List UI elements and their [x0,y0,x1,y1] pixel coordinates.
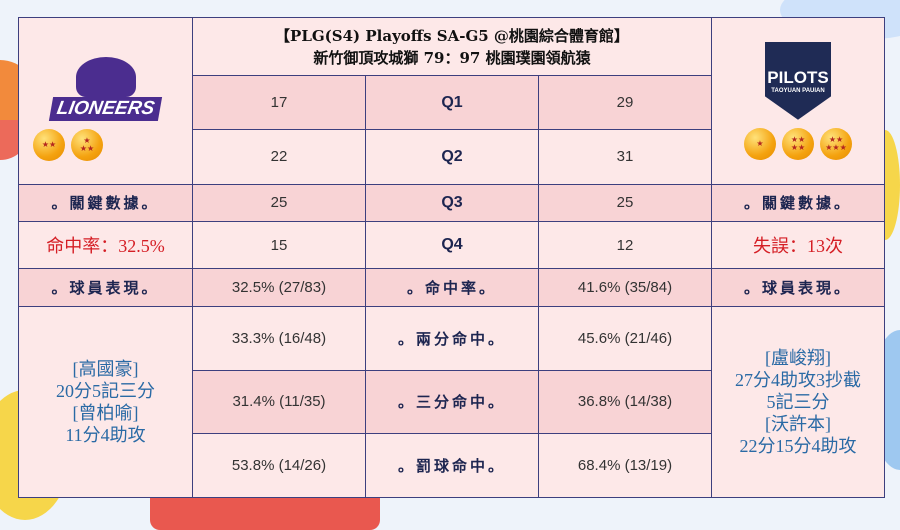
home-players: [高國豪] 20分5記三分 [曾柏喻] 11分4助攻 [18,305,193,499]
stat-row: [高國豪] 20分5記三分 [曾柏喻] 11分4助攻 33.3% (16/48) 。兩… [18,305,885,499]
lioneers-logo: LIONEERS [46,41,166,121]
dragon-ball-1-star-icon: ★ [744,127,776,160]
stat-label: 。兩分命中。 [365,305,539,371]
game-title: 【PLG(S4) Playoffs SA-G5 @桃園綜合體育館】 [275,26,629,45]
home-logo-cell: LIONEERS ★★ ★ ★★ [18,17,193,185]
away-logo-cell: PILOTS TAOYUAN PAUIAN ★ ★★ ★★ ★★ ★★★ [711,17,885,185]
quarter-row: 命中率：32.5% 15 Q4 12 失誤：13次 [18,221,885,269]
quarter-row: 。關鍵數據。 25 Q3 25 。關鍵數據。 [18,183,885,223]
quarter-label: Q2 [365,129,539,185]
away-players: [盧峻翔] 27分4助攻3抄截 5記三分 [沃許本] 22分15分4助攻 [711,305,885,499]
home-q1-score: 17 [192,74,366,131]
home-stat: 53.8% (14/26) [192,433,366,498]
away-stat: 45.6% (21/46) [538,305,712,371]
quarter-label: Q3 [365,183,539,223]
home-q3-score: 25 [192,183,366,223]
away-key-stat-label: 。關鍵數據。 [711,183,885,223]
game-header: 【PLG(S4) Playoffs SA-G5 @桃園綜合體育館】 新竹御頂攻城… [192,17,712,76]
home-key-stat: 命中率：32.5% [18,221,193,269]
home-stat: 32.5% (27/83) [192,267,366,307]
stat-row: 53.8% (14/26) 。罰球命中。 68.4% (13/19) [19,433,885,498]
home-q2-score: 22 [192,129,366,185]
away-stat: 41.6% (35/84) [538,267,712,307]
dragon-ball-4-star-icon: ★★ ★★ [782,127,814,160]
home-player-label: 。球員表現。 [18,267,193,307]
away-stat: 68.4% (13/19) [538,433,712,498]
away-q1-score: 29 [538,74,712,131]
dragon-ball-5-star-icon: ★★ ★★★ [820,127,852,160]
quarter-label: Q4 [365,221,539,269]
home-q4-score: 15 [192,221,366,269]
stat-label: 。三分命中。 [365,369,539,435]
game-score: 新竹御頂攻城獅 79：97 桃園璞園領航猿 [313,48,591,67]
home-stat: 31.4% (11/35) [192,369,366,435]
stat-label: 。命中率。 [365,267,539,307]
dragon-ball-2-star-icon: ★★ [33,128,65,161]
away-key-stat: 失誤：13次 [711,221,885,269]
home-stat: 33.3% (16/48) [192,305,366,371]
quarter-row: 22 Q2 31 [19,129,885,185]
away-stat: 36.8% (14/38) [538,369,712,435]
pilots-logo: PILOTS TAOYUAN PAUIAN [765,41,831,120]
away-player-label: 。球員表現。 [711,267,885,307]
away-q2-score: 31 [538,129,712,185]
dragon-ball-3-star-icon: ★ ★★ [71,128,103,161]
stat-row: 。球員表現。 32.5% (27/83) 。命中率。 41.6% (35/84)… [18,267,885,307]
stat-row: 31.4% (11/35) 。三分命中。 36.8% (14/38) [19,369,885,435]
scoreboard-table: LIONEERS ★★ ★ ★★ 【PLG(S4) Playoffs SA-G5 … [18,17,885,499]
away-q3-score: 25 [538,183,712,223]
quarter-label: Q1 [365,74,539,131]
home-key-stat-label: 。關鍵數據。 [18,183,193,223]
away-q4-score: 12 [538,221,712,269]
quarter-row: 17 Q1 29 [19,74,885,131]
stat-label: 。罰球命中。 [365,433,539,498]
